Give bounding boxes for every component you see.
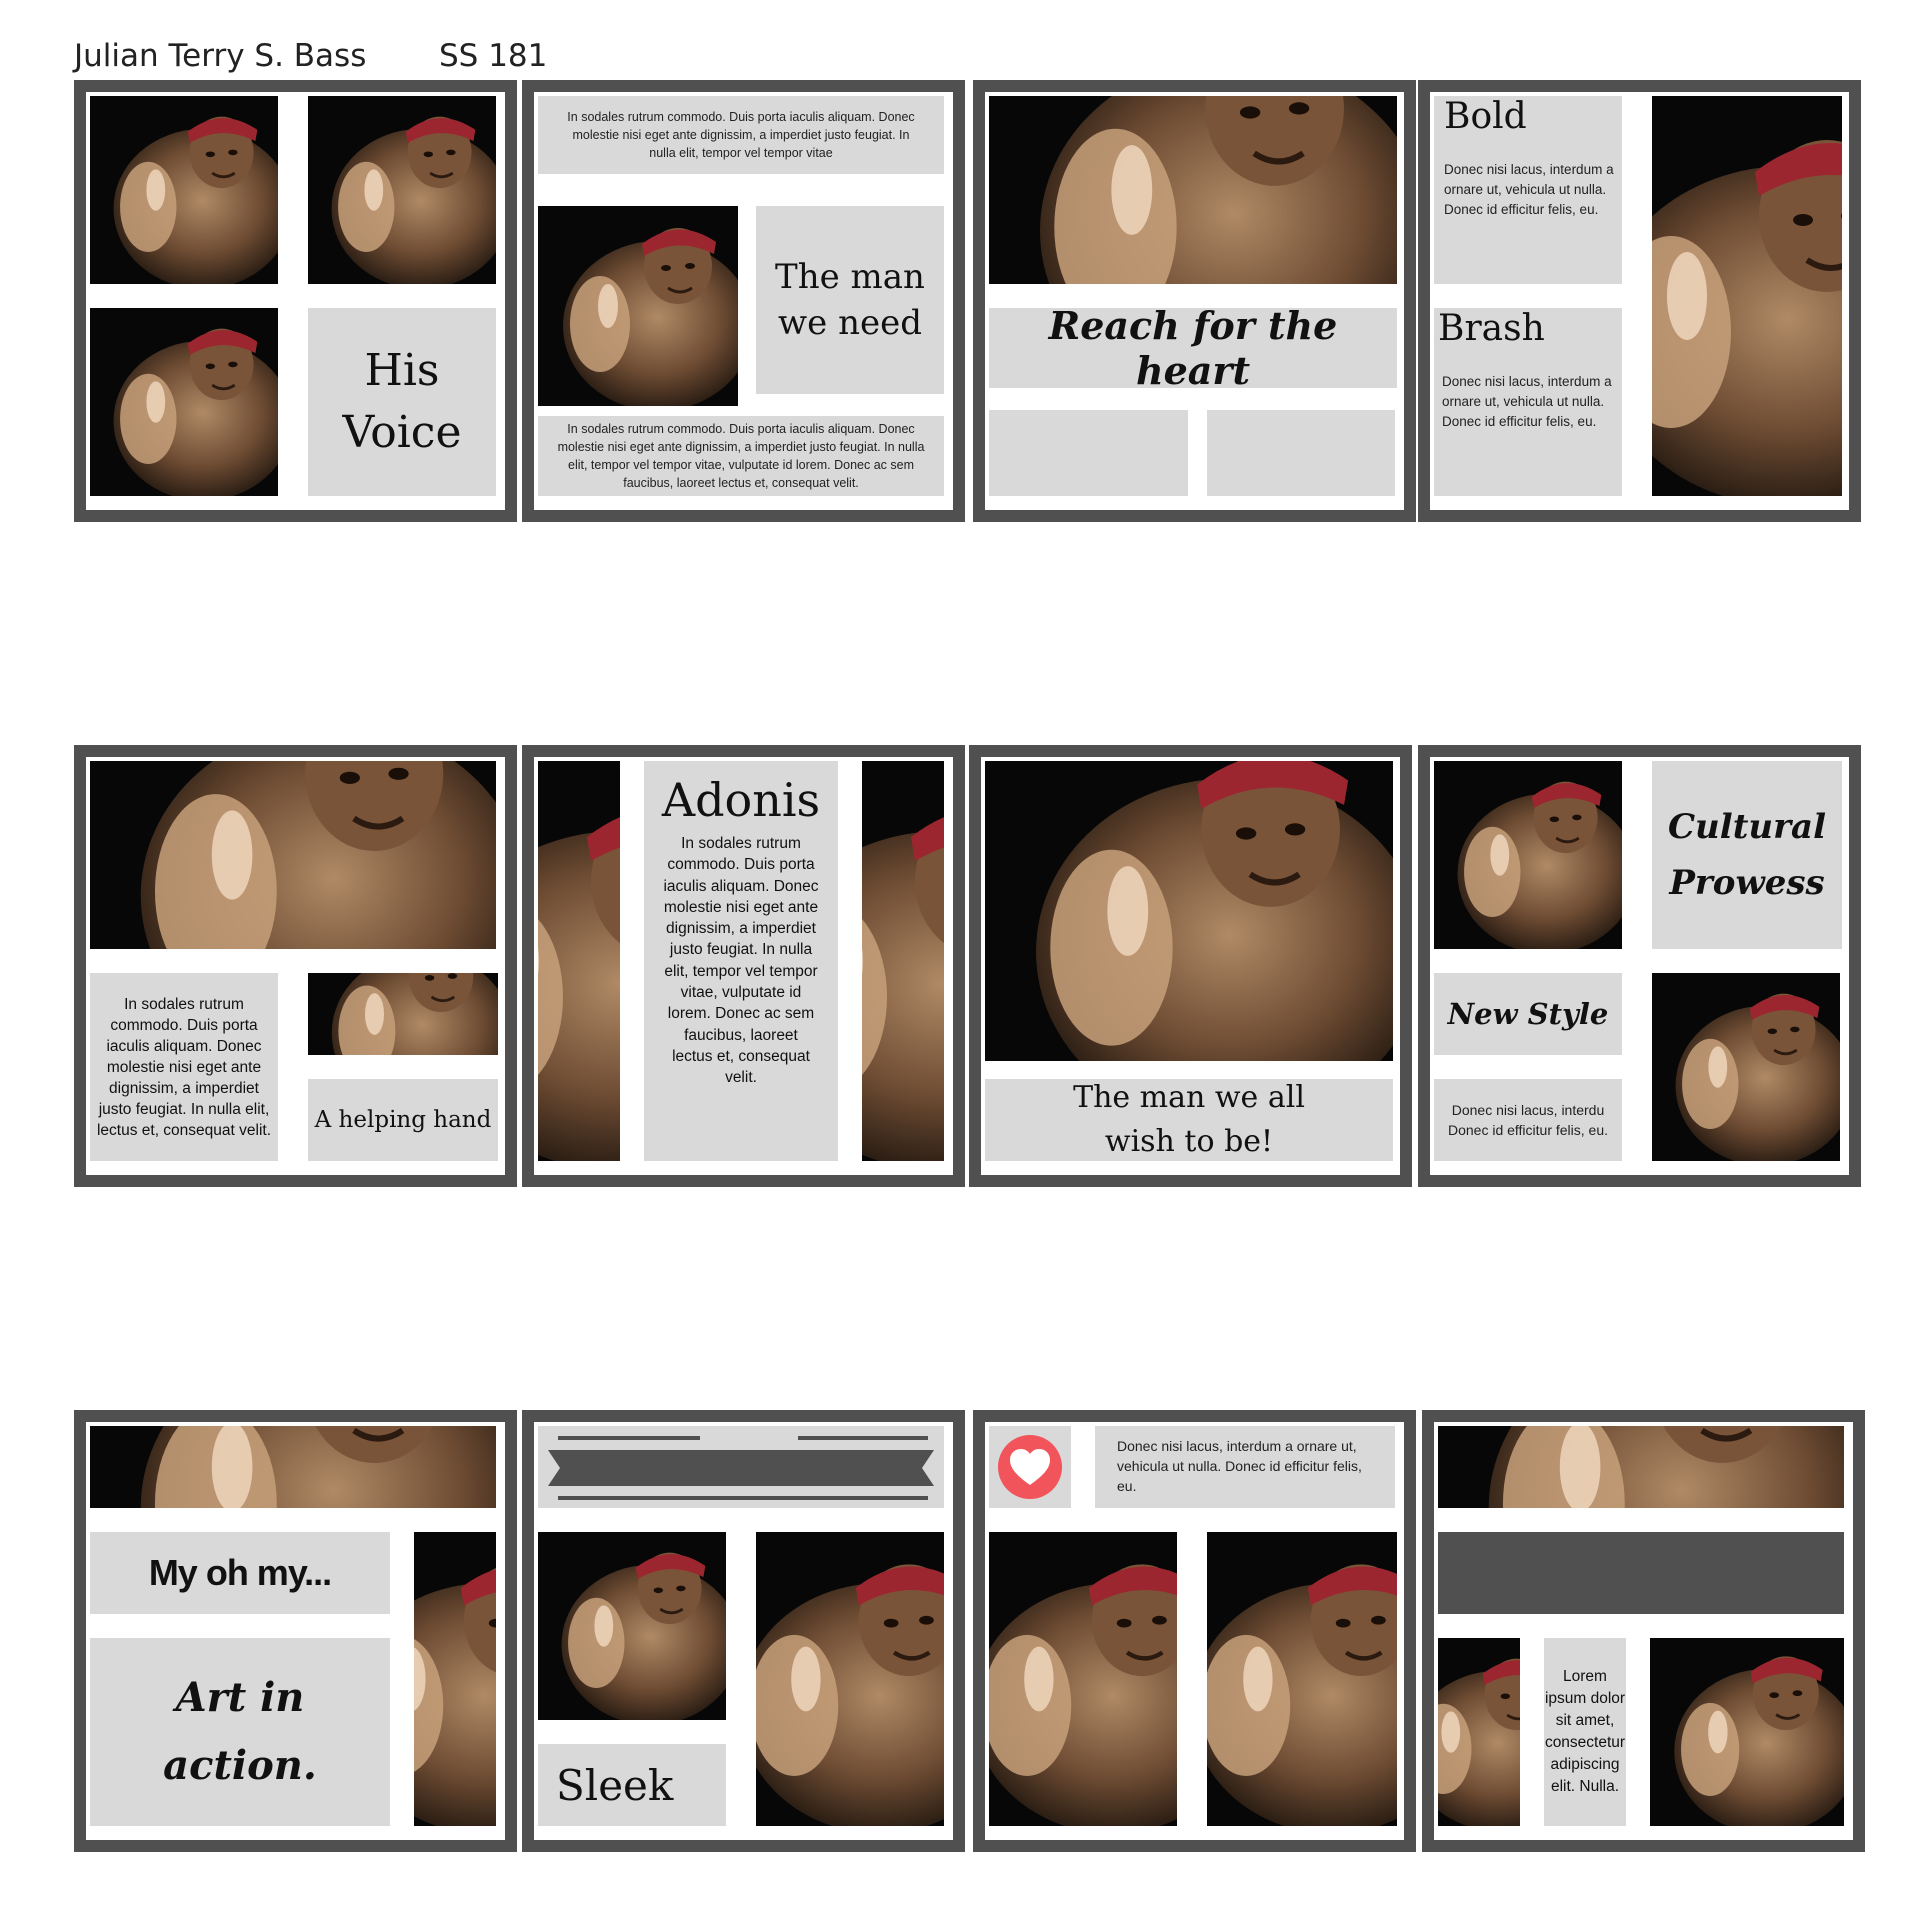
- placeholder-block: [1207, 410, 1395, 496]
- photo: [756, 1532, 944, 1826]
- panel-title: Sleek: [538, 1744, 726, 1826]
- panel-title: My oh my...: [90, 1532, 390, 1614]
- panel-title: His Voice: [308, 308, 496, 496]
- photo: [308, 973, 498, 1055]
- author-name: Julian Terry S. Bass: [74, 38, 367, 74]
- photo: [1438, 1426, 1844, 1508]
- layout-panel-7: The man we all wish to be!: [969, 745, 1412, 1187]
- page-header: Julian Terry S. Bass SS 181: [74, 38, 547, 74]
- text-block: Bold Donec nisi lacus, interdum a ornare…: [1434, 96, 1622, 284]
- dark-bar: [1438, 1532, 1844, 1614]
- photo: [1652, 973, 1840, 1161]
- icon-block: [989, 1426, 1071, 1508]
- paragraph: Donec nisi lacus, interdum a ornare ut, …: [1444, 162, 1614, 217]
- banner-block: [538, 1426, 944, 1508]
- photo: [538, 206, 738, 406]
- panel-title: The man we need: [756, 206, 944, 394]
- ribbon-banner-icon: [548, 1436, 934, 1500]
- paragraph: Lorem ipsum dolor sit amet, consectetur …: [1544, 1638, 1626, 1826]
- panel-title: Cultural Prowess: [1652, 761, 1842, 949]
- photo: [90, 96, 278, 284]
- photo: [1438, 1638, 1520, 1826]
- paragraph: Donec nisi lacus, interdum a ornare ut, …: [1442, 374, 1612, 429]
- photo: [90, 1426, 496, 1508]
- panel-subtitle: New Style: [1434, 973, 1622, 1055]
- layout-panel-3: Reach for the heart: [973, 80, 1416, 522]
- photo: [90, 761, 496, 949]
- placeholder-block: [989, 410, 1188, 496]
- paragraph: In sodales rutrum commodo. Duis porta ia…: [538, 416, 944, 496]
- photo: [414, 1532, 496, 1826]
- paragraph: In sodales rutrum commodo. Duis porta ia…: [538, 96, 944, 174]
- layout-panel-12: Lorem ipsum dolor sit amet, consectetur …: [1422, 1410, 1865, 1852]
- photo: [862, 761, 944, 1161]
- paragraph: Donec nisi lacus, interdu Donec id effic…: [1434, 1079, 1622, 1161]
- block-title: Adonis: [661, 773, 821, 827]
- photo: [1650, 1638, 1844, 1826]
- photo: [989, 96, 1397, 284]
- photo: [538, 761, 620, 1161]
- block-title: Bold: [1444, 96, 1527, 137]
- layout-panel-11: Donec nisi lacus, interdum a ornare ut, …: [973, 1410, 1416, 1852]
- layout-panel-6: Adonis In sodales rutrum commodo. Duis p…: [522, 745, 965, 1187]
- text-block: Brash Donec nisi lacus, interdum a ornar…: [1434, 308, 1622, 496]
- photo: [90, 308, 278, 496]
- layout-panel-2: In sodales rutrum commodo. Duis porta ia…: [522, 80, 965, 522]
- layout-panel-1: His Voice: [74, 80, 517, 522]
- panel-caption: The man we all wish to be!: [985, 1079, 1393, 1161]
- photo: [989, 1532, 1177, 1826]
- layout-panel-5: In sodales rutrum commodo. Duis porta ia…: [74, 745, 517, 1187]
- layout-panel-4: Bold Donec nisi lacus, interdum a ornare…: [1418, 80, 1861, 522]
- layout-panel-10: Sleek: [522, 1410, 965, 1852]
- photo: [1434, 761, 1622, 949]
- text-block: Adonis In sodales rutrum commodo. Duis p…: [644, 761, 838, 1161]
- panel-title: Reach for the heart: [989, 303, 1397, 393]
- document-code: SS 181: [439, 38, 548, 74]
- block-title: Brash: [1438, 308, 1545, 349]
- paragraph: Donec nisi lacus, interdum a ornare ut, …: [1095, 1426, 1395, 1508]
- photo: [985, 761, 1393, 1061]
- panel-caption: A helping hand: [308, 1079, 498, 1161]
- paragraph: In sodales rutrum commodo. Duis porta ia…: [90, 973, 278, 1161]
- heart-icon: [998, 1435, 1062, 1499]
- photo: [1652, 96, 1842, 496]
- photo: [538, 1532, 726, 1720]
- photo: [308, 96, 496, 284]
- photo: [1207, 1532, 1397, 1826]
- layout-panel-8: Cultural Prowess New Style Donec nisi la…: [1418, 745, 1861, 1187]
- layout-panel-9: My oh my... Art in action.: [74, 1410, 517, 1852]
- panel-subtitle: Art in action.: [90, 1638, 390, 1826]
- paragraph: In sodales rutrum commodo. Duis porta ia…: [663, 835, 819, 1087]
